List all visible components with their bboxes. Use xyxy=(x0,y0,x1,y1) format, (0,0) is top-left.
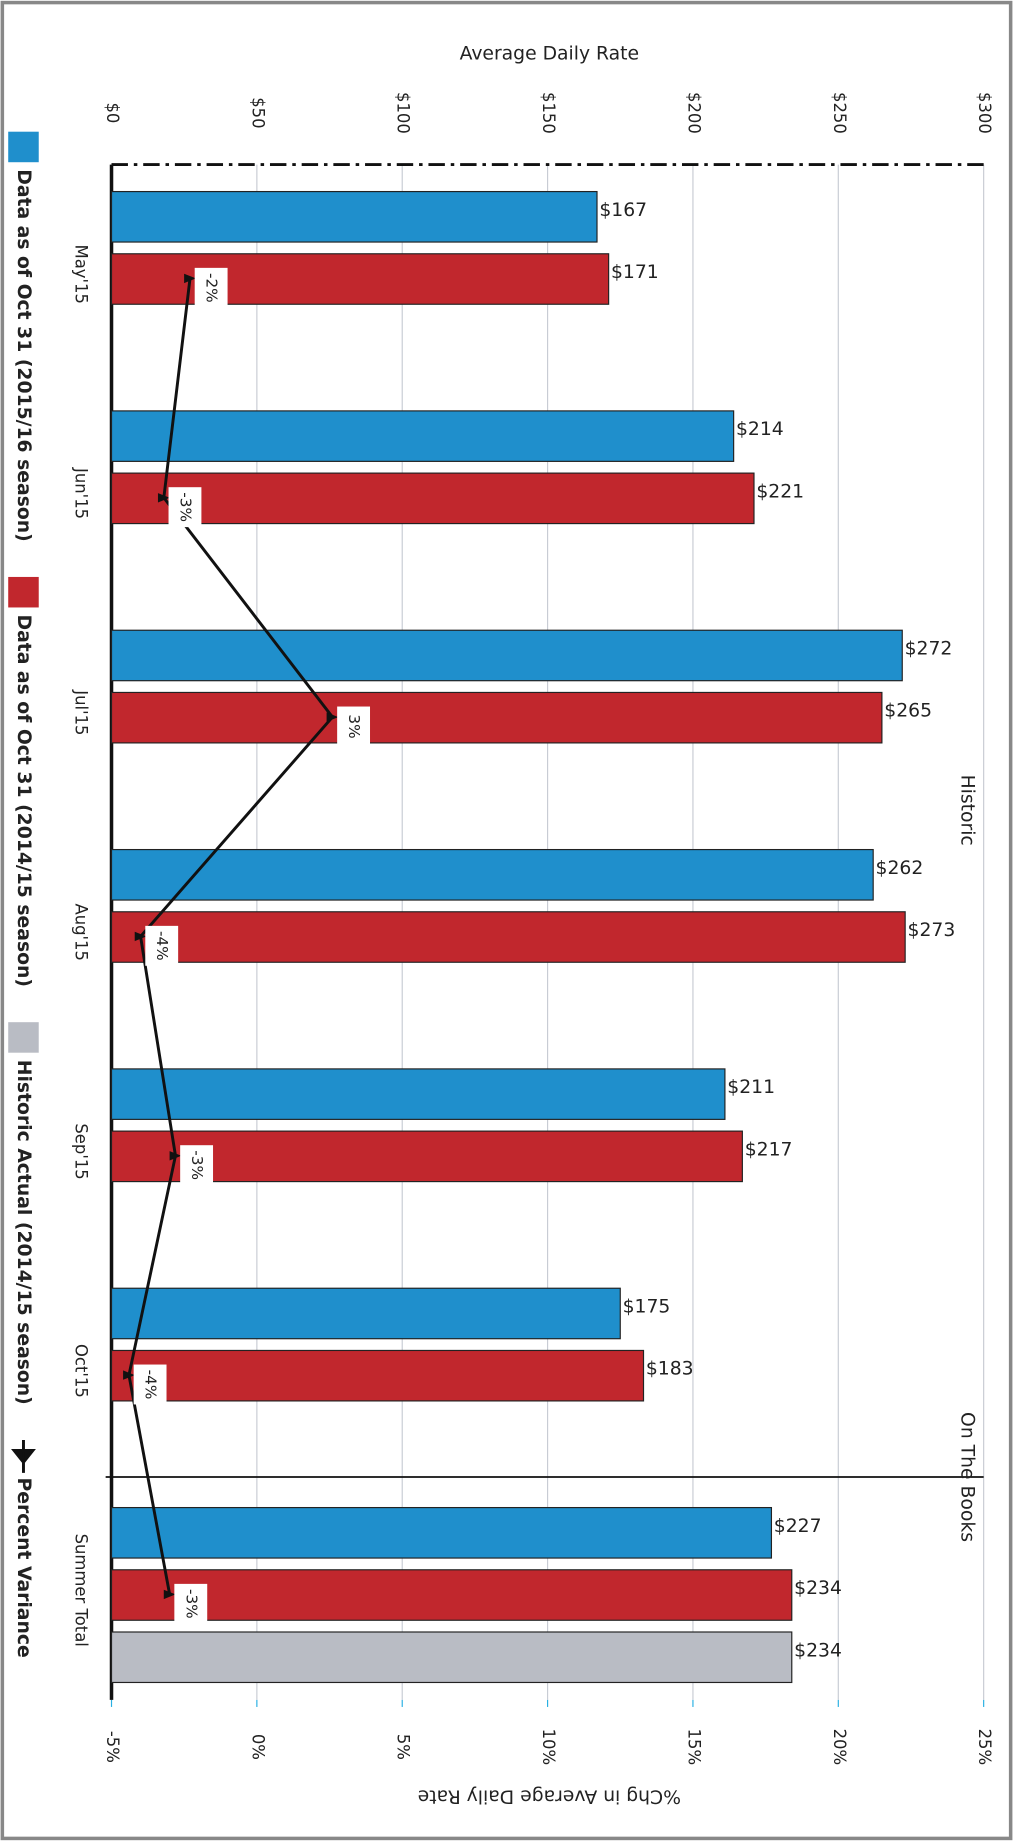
y2-title: %Chg in Average Daily Rate xyxy=(418,1786,681,1807)
value-label: $175 xyxy=(623,1297,671,1318)
y2-tick-label: 15% xyxy=(684,1729,703,1766)
marker xyxy=(134,931,147,942)
legend-label: Data as of Oct 31 (2014/15 season) xyxy=(13,615,34,987)
bar xyxy=(110,691,883,744)
value-label: $211 xyxy=(727,1077,775,1098)
label-box xyxy=(174,1583,208,1624)
value-label: $272 xyxy=(905,639,953,660)
value-label: $171 xyxy=(611,262,659,283)
y2-tick-label: 10% xyxy=(539,1729,558,1766)
value-label: $214 xyxy=(736,419,784,440)
bar xyxy=(110,1631,793,1684)
category-label: Aug'15 xyxy=(71,903,90,960)
bar xyxy=(110,1569,793,1621)
value-label: $234 xyxy=(794,1640,842,1661)
y-tick-label: $250 xyxy=(830,92,849,134)
marker xyxy=(163,1589,176,1600)
category-label: May'15 xyxy=(71,245,90,304)
legend-label: Percent Variance xyxy=(13,1478,34,1658)
y2-tick-label: 25% xyxy=(975,1729,994,1766)
y-tick-label: $300 xyxy=(975,92,994,134)
category-label: Jul'15 xyxy=(71,689,90,735)
marker xyxy=(169,1151,182,1161)
legend: Data as of Oct 31 (2015/16 season) Data a… xyxy=(8,131,39,1658)
value-label: $262 xyxy=(876,858,924,879)
marker xyxy=(326,712,339,722)
bar xyxy=(110,629,903,682)
annotation: On The Books xyxy=(957,1412,978,1542)
percent-label: -3% xyxy=(182,1589,200,1619)
category-label: Oct'15 xyxy=(71,1344,90,1398)
value-label: $167 xyxy=(599,200,647,221)
legend-label: Data as of Oct 31 (2015/16 season) xyxy=(13,169,34,541)
y-tick-label: $150 xyxy=(539,92,558,134)
legend-swatch xyxy=(8,576,39,608)
bar xyxy=(110,911,906,963)
legend-marker xyxy=(11,1439,36,1473)
label-box xyxy=(337,706,371,747)
bar xyxy=(110,472,755,525)
y2-tick-label: 0% xyxy=(248,1734,267,1760)
y-tick-label: $50 xyxy=(248,97,267,128)
legend-swatch xyxy=(8,1022,39,1053)
bar xyxy=(110,1506,773,1559)
bar xyxy=(110,848,874,901)
bar xyxy=(110,1287,621,1340)
value-label: $234 xyxy=(794,1578,842,1599)
legend-swatch xyxy=(8,131,39,163)
value-label: $221 xyxy=(756,481,804,502)
value-label: $183 xyxy=(646,1359,694,1380)
label-box xyxy=(133,1364,167,1405)
y2-tick-label: 5% xyxy=(394,1734,413,1760)
bar xyxy=(110,190,598,243)
label-box xyxy=(180,1145,214,1186)
percent-label: -4% xyxy=(142,1370,160,1400)
bar xyxy=(110,1349,645,1402)
y-tick-label: $0 xyxy=(103,102,122,123)
percent-label: -3% xyxy=(188,1150,206,1180)
y-tick-label: $100 xyxy=(394,92,413,134)
category-label: Jun'15 xyxy=(71,467,90,519)
chart-title: Average Daily Rate xyxy=(460,44,640,65)
marker xyxy=(157,493,170,503)
value-label: $273 xyxy=(908,920,956,941)
label-box xyxy=(168,487,202,528)
percent-label: -3% xyxy=(176,492,194,522)
marker xyxy=(184,273,196,284)
legend-label: Historic Actual (2014/15 season) xyxy=(13,1060,34,1405)
y2-tick-label: -5% xyxy=(103,1731,122,1763)
category-label: Sep'15 xyxy=(71,1123,90,1179)
bar xyxy=(110,1068,726,1120)
label-box xyxy=(145,925,179,966)
bar xyxy=(110,1130,743,1183)
label-box xyxy=(194,267,228,308)
category-label: Summer Total xyxy=(71,1534,90,1647)
value-label: $227 xyxy=(774,1516,822,1537)
percent-label: 3% xyxy=(345,714,363,738)
percent-label: -4% xyxy=(153,931,171,961)
annotation: Historic xyxy=(957,775,978,846)
bar xyxy=(110,410,735,462)
y2-tick-label: 20% xyxy=(830,1729,849,1766)
y-tick-label: $200 xyxy=(684,92,703,134)
value-label: $217 xyxy=(745,1139,793,1160)
marker xyxy=(123,1370,135,1380)
value-label: $265 xyxy=(884,701,932,722)
percent-label: -2% xyxy=(203,273,221,303)
